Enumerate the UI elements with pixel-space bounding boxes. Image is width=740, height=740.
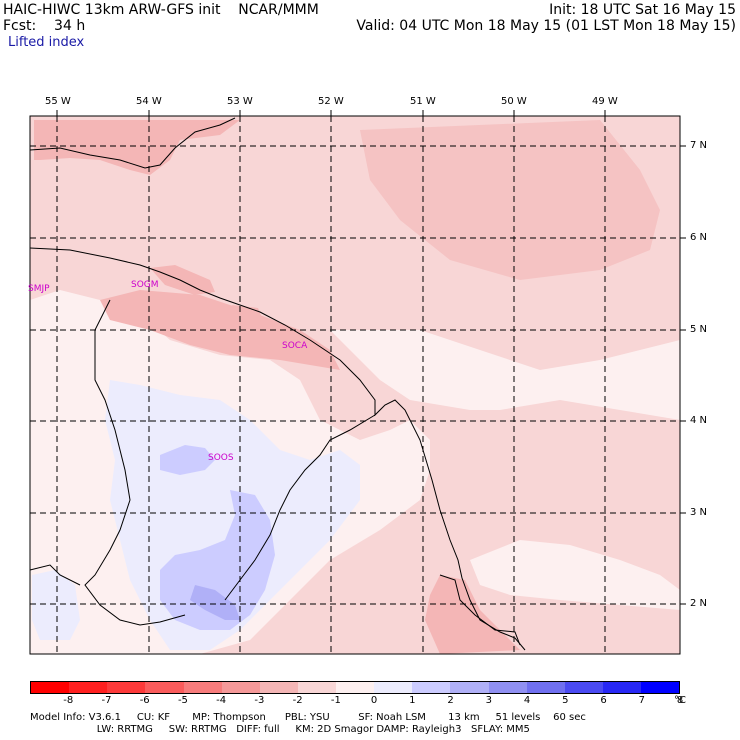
color-scale-unit: °C: [674, 695, 686, 706]
color-scale-swatch: [526, 682, 565, 693]
lat-label-7n: 7 N: [690, 140, 708, 151]
lon-label-54w: 54 W: [136, 96, 162, 107]
station-soca: SOCA: [282, 341, 308, 351]
color-scale-bar: [30, 681, 680, 694]
lifted-index-fill-negative-3-coast: [150, 265, 215, 295]
forecast-hour: Fcst: 34 h: [3, 18, 86, 34]
color-scale-label: -3: [254, 695, 265, 706]
lat-label-4n: 4 N: [690, 415, 708, 426]
color-scale-swatch: [183, 682, 222, 693]
init-time: Init: 18 UTC Sat 16 May 15: [549, 2, 736, 18]
lat-label-3n: 3 N: [690, 507, 708, 518]
axis-ticks: [56, 110, 686, 605]
coastline: [29, 247, 526, 651]
color-scale-label: -7: [101, 695, 112, 706]
color-scale-swatch: [641, 682, 680, 693]
color-scale-swatch: [336, 682, 375, 693]
coastlines-borders: [29, 117, 526, 651]
color-scale-swatch: [602, 682, 641, 693]
lat-label-2n: 2 N: [690, 598, 708, 609]
map-frame: [29, 115, 681, 655]
model-title: HAIC-HIWC 13km ARW-GFS init NCAR/MMM: [3, 2, 319, 18]
lon-label-52w: 52 W: [318, 96, 344, 107]
color-scale-swatch: [145, 682, 184, 693]
lifted-index-fill-negative-2-east: [360, 120, 660, 280]
station-smjp: SMJP: [28, 284, 50, 294]
lifted-index-fill-positive-3: [190, 585, 240, 620]
color-scale-swatch: [259, 682, 298, 693]
color-scale-swatch: [412, 682, 451, 693]
color-scale-label: 6: [600, 695, 607, 706]
model-info-line1: Model Info: V3.6.1 CU: KF MP: Thompson P…: [30, 712, 586, 723]
color-scale-swatch: [374, 682, 413, 693]
color-scale-label: -1: [330, 695, 341, 706]
color-scale-label: 0: [370, 695, 378, 706]
color-scale-label: 5: [562, 695, 569, 706]
color-scale-swatch: [450, 682, 489, 693]
color-scale-swatch: [564, 682, 603, 693]
lat-label-6n: 6 N: [690, 232, 708, 243]
color-scale-label: -6: [139, 695, 150, 706]
station-soos: SOOS: [208, 453, 234, 463]
lifted-index-fill-near-zero-se: [470, 540, 680, 610]
color-scale-label: 2: [447, 695, 454, 706]
lifted-index-fill-near-zero-east: [330, 330, 680, 420]
brazil-fg-border: [439, 574, 521, 646]
color-scale-label: 7: [638, 695, 645, 706]
color-scale-label: -4: [216, 695, 227, 706]
lifted-index-fill-negative-3-se: [425, 575, 520, 654]
lon-label-50w: 50 W: [501, 96, 527, 107]
lon-label-55w: 55 W: [45, 96, 71, 107]
color-scale-label: 1: [409, 695, 416, 706]
color-scale-swatch: [69, 682, 108, 693]
lat-label-5n: 5 N: [690, 324, 708, 335]
color-scale-label: -5: [177, 695, 188, 706]
color-scale-label: 8: [676, 695, 684, 706]
color-scale-swatch: [221, 682, 260, 693]
color-scale-swatch: [31, 682, 70, 693]
lon-label-53w: 53 W: [227, 96, 253, 107]
lifted-index-fill-positive-1-west: [32, 570, 80, 640]
graticule: [30, 116, 680, 654]
lifted-index-fill-negative-3-north: [34, 120, 240, 175]
color-scale-swatch: [107, 682, 146, 693]
field-name: Lifted index: [8, 35, 85, 50]
valid-time: Valid: 04 UTC Mon 18 May 15 (01 LST Mon …: [356, 18, 736, 34]
lon-label-51w: 51 W: [410, 96, 436, 107]
color-scale-label: 4: [523, 695, 531, 706]
lifted-index-fill-positive-2: [160, 445, 215, 475]
west-border: [29, 564, 81, 586]
color-scale-label: -2: [292, 695, 303, 706]
north-coast-outline: [29, 117, 236, 169]
color-scale-swatch: [488, 682, 527, 693]
lon-label-49w: 49 W: [592, 96, 618, 107]
color-scale-label: -8: [63, 695, 74, 706]
color-scale-swatch: [297, 682, 336, 693]
station-sogm: SOGM: [131, 280, 159, 290]
lifted-index-fill-positive-2-south: [160, 490, 275, 630]
guyana-suriname-border: [84, 299, 186, 626]
color-scale-label: 3: [485, 695, 492, 706]
model-info-line2: LW: RRTMG SW: RRTMG DIFF: full KM: 2D Sm…: [30, 724, 530, 735]
suriname-fg-border: [224, 414, 376, 601]
